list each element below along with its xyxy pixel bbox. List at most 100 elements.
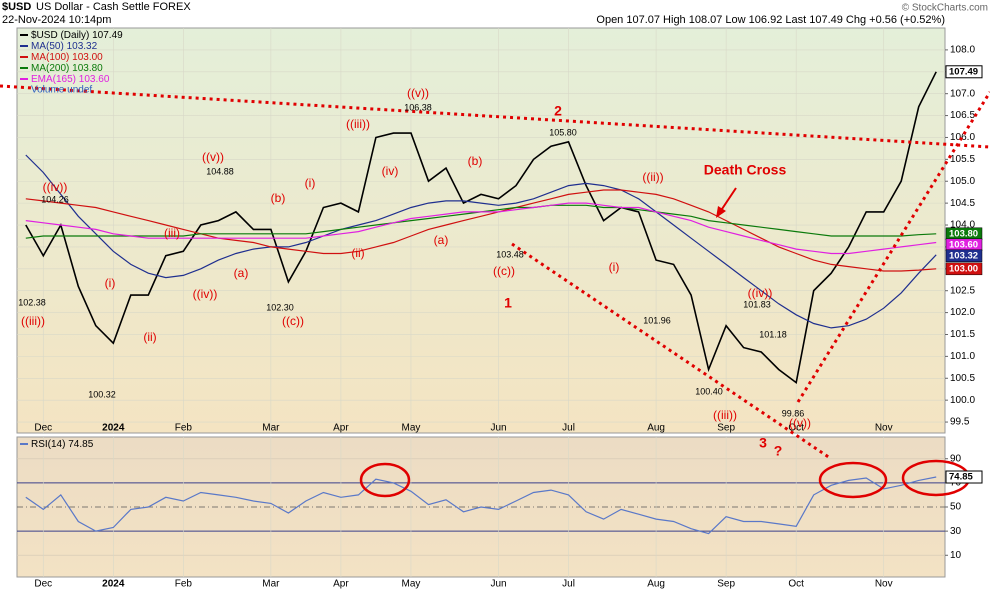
wave-label: ((c)) [282, 314, 304, 328]
highlight-circle [818, 461, 888, 499]
wave-label: ((iii)) [713, 408, 737, 422]
legend-name: RSI(14) [31, 439, 65, 450]
price-label: 102.38 [18, 297, 46, 307]
trend-line [796, 91, 990, 403]
last-value-box: 74.85 [945, 470, 983, 484]
y-tick-label: 106.0 [950, 132, 975, 143]
instrument-name: US Dollar - Cash Settle FOREX [36, 1, 191, 13]
price-label: 101.18 [759, 329, 787, 339]
y-tick-label: 50 [950, 502, 962, 513]
y-tick-label: 100.0 [950, 395, 975, 406]
y-tick-label: 10 [950, 550, 962, 561]
arrow-head [716, 206, 726, 218]
wave-label: ((iv)) [43, 180, 68, 194]
x-tick-label: Dec [34, 423, 52, 434]
price-label: 101.96 [643, 315, 671, 325]
x-tick-label: May [402, 423, 421, 434]
value-box-label: 103.32 [949, 250, 978, 261]
price-label: 101.83 [743, 299, 771, 309]
x-tick-label: Sep [717, 423, 735, 434]
wave-label: (a) [234, 266, 249, 280]
wave-label: (ii) [143, 330, 156, 344]
legend-name: $USD (Daily) [31, 30, 89, 41]
y-tick-label: 106.5 [950, 110, 975, 121]
price-label: 105.80 [549, 127, 577, 137]
y-tick-label: 105.0 [950, 176, 975, 187]
y-tick-label: 100.5 [950, 373, 975, 384]
value-box [945, 470, 983, 484]
x-tick-label: Feb [175, 579, 193, 590]
x-tick-label: Jun [490, 579, 506, 590]
x-tick-label: Dec [34, 579, 52, 590]
last-value-box: 103.00 [945, 262, 983, 276]
wave-label: (i) [105, 276, 116, 290]
symbol: $USD [2, 1, 31, 13]
date: 22-Nov-2024 10:14pm [2, 14, 111, 26]
x-tick-label: Apr [333, 579, 349, 590]
legend-entry: RSI(14) 74.85 [31, 439, 94, 450]
price-panel [16, 27, 946, 434]
price-label: 99.86 [782, 408, 805, 418]
wave-label: (ii) [351, 246, 364, 260]
wave-label: ((v)) [407, 86, 429, 100]
last-value-box: 103.80 [945, 227, 983, 241]
x-tick-label: Sep [717, 579, 735, 590]
value-box-label: 103.80 [949, 228, 978, 239]
x-tick-label: Aug [647, 579, 665, 590]
wave-label: ((iii)) [346, 117, 370, 131]
x-tick-label: Jul [562, 579, 575, 590]
credit: © StockCharts.com [902, 3, 988, 14]
legend-entry: EMA(165) 103.60 [31, 74, 110, 85]
y-tick-label: 101.5 [950, 329, 975, 340]
wave-label: ((iii)) [21, 314, 45, 328]
wave-label: (i) [305, 176, 316, 190]
last-value-box: 103.60 [945, 238, 983, 252]
legend-value: 107.49 [92, 30, 123, 41]
y-tick-label: 30 [950, 526, 962, 537]
y-tick-label: 102.5 [950, 285, 975, 296]
wave-label: (iv) [382, 164, 399, 178]
legend-name: MA(50) [31, 41, 64, 52]
legend-value: 103.80 [72, 63, 103, 74]
x-tick-label: Aug [647, 423, 665, 434]
series-line [25, 71, 937, 385]
y-tick-label: 99.5 [950, 417, 970, 428]
last-value-box: 107.49 [945, 65, 983, 79]
x-tick-label: Nov [875, 423, 893, 434]
x-tick-label: Apr [333, 423, 349, 434]
x-tick-label: Jun [490, 423, 506, 434]
y-tick-label: 107.0 [950, 88, 975, 99]
value-box [945, 249, 983, 263]
y-tick-label: 102.0 [950, 307, 975, 318]
legend-name: EMA(165) [31, 74, 76, 85]
wave-label: (b) [468, 154, 483, 168]
wave-label: ((iv)) [748, 286, 773, 300]
wave-label: (i) [609, 260, 620, 274]
value-box-label: 107.49 [949, 66, 978, 77]
x-tick-label: Nov [875, 579, 893, 590]
x-tick-label: Jul [562, 423, 575, 434]
last-value-box: 103.32 [945, 249, 983, 263]
price-label: 100.32 [88, 389, 116, 399]
x-tick-label: Mar [262, 423, 280, 434]
x-tick-label: 2024 [102, 423, 125, 434]
legend-value: 103.60 [79, 74, 110, 85]
price-label: 104.88 [206, 166, 234, 176]
legend: $USD (Daily) 107.49 MA(50) 103.32MA(100) … [20, 30, 123, 96]
y-tick-label: 104.5 [950, 198, 975, 209]
x-tick-label: 2024 [102, 579, 125, 590]
value-box [945, 262, 983, 276]
wave-label: 2 [554, 103, 562, 119]
value-box-label: 103.00 [949, 263, 978, 274]
x-tick-label: May [402, 579, 421, 590]
wave-label: ((iv)) [193, 287, 218, 301]
wave-label: 1 [504, 295, 512, 311]
wave-label: ((c)) [493, 264, 515, 278]
price-label: 104.26 [41, 194, 69, 204]
legend: RSI(14) 74.85 [20, 439, 94, 450]
legend-entry: MA(100) 103.00 [31, 52, 103, 63]
y-tick-label: 90 [950, 453, 962, 464]
legend-value: 103.32 [67, 41, 98, 52]
legend-value: 103.00 [72, 52, 103, 63]
resistance-line [0, 84, 990, 149]
